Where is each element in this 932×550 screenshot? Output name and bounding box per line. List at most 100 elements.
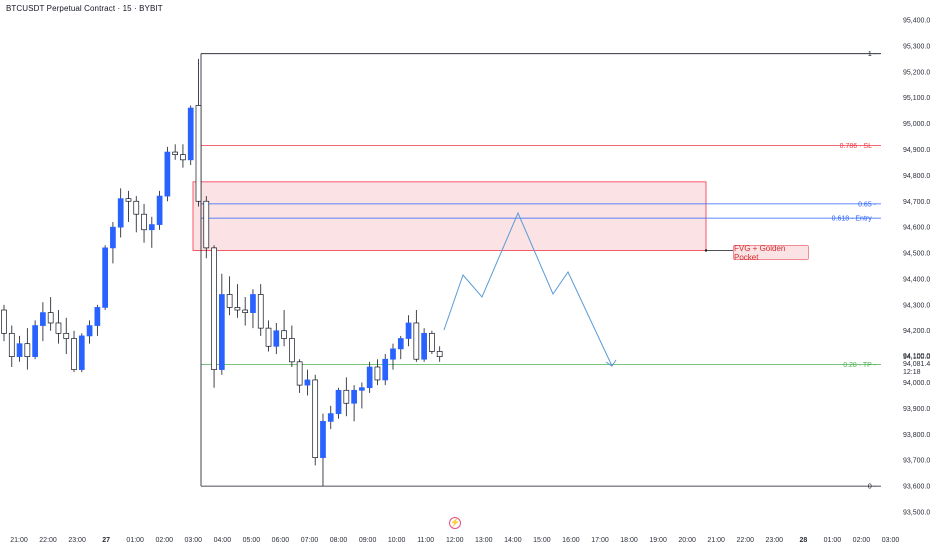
candle-body — [211, 247, 217, 370]
candle-body — [304, 379, 311, 386]
candle-body — [234, 307, 241, 311]
countdown-label: 12:18 — [903, 369, 921, 376]
x-tick-label: 15:00 — [533, 537, 551, 544]
candle-body — [187, 107, 194, 161]
candle-body — [359, 387, 365, 391]
x-tick-label: 21:00 — [10, 537, 28, 544]
candle-body — [265, 327, 272, 347]
y-tick-label: 94,300.0 — [903, 302, 930, 309]
x-tick-label: 04:00 — [214, 537, 232, 544]
x-tick-label: 28 — [799, 537, 807, 544]
x-tick-label: 21:00 — [707, 537, 725, 544]
candle-body — [281, 330, 287, 339]
candle-body — [405, 322, 412, 339]
candle-body — [366, 366, 373, 389]
candle-body — [55, 322, 62, 334]
y-tick-label: 93,500.0 — [903, 510, 930, 517]
y-tick-label: 93,900.0 — [903, 406, 930, 413]
y-tick-label: 94,700.0 — [903, 199, 930, 206]
candle-body — [296, 361, 303, 386]
fib-level-label: 1 - — [868, 51, 877, 58]
y-tick-label: 93,600.0 — [903, 484, 930, 491]
x-tick-label: 02:00 — [155, 537, 173, 544]
candle-body — [8, 332, 15, 357]
x-tick-label: 03:00 — [882, 537, 900, 544]
candle-body — [335, 389, 342, 414]
candle-body — [117, 198, 124, 228]
y-tick-label: 94,800.0 — [903, 173, 930, 180]
candle-body — [156, 195, 163, 225]
candle-body — [343, 389, 350, 404]
candle-body — [180, 154, 186, 161]
candle-body — [320, 421, 326, 458]
y-tick-label: 93,800.0 — [903, 432, 930, 439]
x-tick-label: 05:00 — [243, 537, 261, 544]
y-tick-label: 95,300.0 — [903, 43, 930, 50]
x-tick-label: 13:00 — [475, 537, 493, 544]
candle-body — [133, 200, 140, 215]
candle-body — [1, 309, 7, 334]
candle-body — [71, 338, 77, 370]
candle-body — [289, 338, 295, 363]
candle-body — [164, 151, 171, 197]
y-tick-label: 94,500.0 — [903, 251, 930, 258]
x-tick-label: 19:00 — [649, 537, 667, 544]
y-tick-label: 95,200.0 — [903, 69, 930, 76]
fib-level-label: 0.618 · Entry - — [832, 216, 877, 223]
x-tick-label: 18:00 — [620, 537, 638, 544]
lightning-icon[interactable]: ⚡ — [449, 517, 461, 529]
x-tick-label: 27 — [102, 537, 110, 544]
x-tick-label: 12:00 — [446, 537, 464, 544]
x-tick-label: 06:00 — [272, 537, 290, 544]
candle-body — [429, 332, 435, 352]
candle-body — [78, 335, 85, 370]
y-tick-label: 94,600.0 — [903, 225, 930, 232]
candle-body — [273, 330, 280, 347]
y-tick-label: 95,400.0 — [903, 18, 930, 25]
candle-body — [16, 343, 23, 357]
y-tick-label: 95,100.0 — [903, 95, 930, 102]
x-tick-label: 02:00 — [853, 537, 871, 544]
y-tick-label: 94,200.0 — [903, 328, 930, 335]
candle-body — [250, 294, 256, 313]
candle-body — [86, 325, 93, 337]
candle-body — [63, 332, 70, 339]
candle-body — [374, 366, 381, 381]
y-tick-label: 94,400.0 — [903, 276, 930, 283]
candle-body — [312, 379, 319, 458]
candle-body — [436, 351, 443, 357]
x-tick-label: 01:00 — [126, 537, 144, 544]
projection-path — [443, 211, 613, 367]
x-tick-label: 22:00 — [736, 537, 754, 544]
candle-body — [24, 343, 31, 357]
candle-body — [382, 358, 389, 381]
x-tick-label: 07:00 — [301, 537, 319, 544]
x-tick-label: 22:00 — [39, 537, 57, 544]
candle-body — [141, 213, 147, 231]
fib-level-label: 0.28 · TP - — [843, 362, 876, 369]
candle-body — [148, 224, 155, 231]
fib-level-label: 0.65 - — [858, 201, 877, 208]
candle-body — [110, 226, 116, 249]
x-tick-label: 03:00 — [185, 537, 203, 544]
x-tick-label: 01:00 — [824, 537, 842, 544]
projection-arrowhead — [605, 359, 617, 367]
candle-body — [327, 413, 334, 422]
chart-title: BTCUSDT Perpetual Contract · 15 · BYBIT — [6, 4, 163, 13]
candle-body — [257, 294, 264, 329]
y-tick-label: 94,900.0 — [903, 147, 930, 154]
fib-level-label: 0 - — [868, 484, 877, 491]
candle-body — [125, 198, 132, 202]
candle-body — [195, 105, 202, 202]
candle-body — [218, 294, 225, 370]
candle-body — [397, 338, 404, 350]
x-tick-label: 16:00 — [562, 537, 580, 544]
candle-body — [203, 200, 210, 249]
candle-body — [32, 325, 38, 357]
candle-body — [413, 322, 420, 360]
y-tick-label: 93,700.0 — [903, 458, 930, 465]
x-tick-label: 23:00 — [766, 537, 784, 544]
candle-body — [351, 389, 357, 404]
candle-body — [172, 151, 179, 156]
